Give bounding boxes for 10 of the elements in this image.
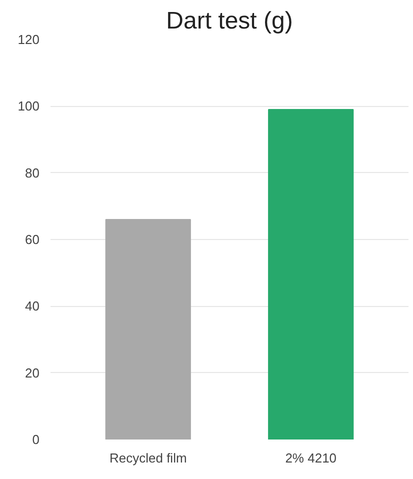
x-tick-label: 2% 4210 [285, 450, 337, 466]
y-tick-label: 60 [25, 232, 40, 247]
y-tick-label: 0 [32, 432, 40, 447]
y-tick-label: 20 [25, 365, 40, 380]
y-tick-label: 120 [18, 32, 40, 47]
chart-title: Dart test (g) [166, 8, 293, 34]
x-tick-label: Recycled film [109, 450, 187, 466]
y-tick-label: 80 [25, 165, 40, 180]
y-tick-label: 100 [18, 98, 40, 114]
y-tick-label: 40 [25, 298, 40, 314]
